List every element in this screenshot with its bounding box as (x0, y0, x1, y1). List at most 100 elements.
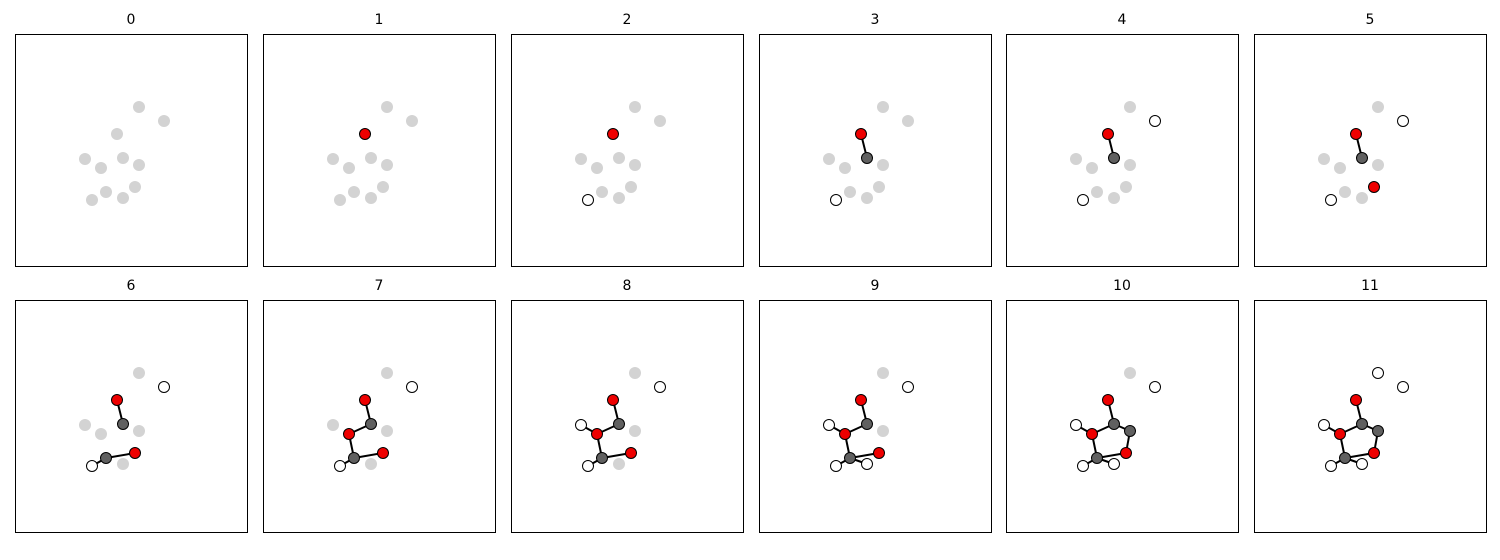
atom (1368, 447, 1380, 459)
atom (100, 452, 112, 464)
panel: 11 (1254, 278, 1487, 533)
panel-frame (759, 34, 992, 267)
panel-title: 2 (623, 12, 632, 28)
atom-placeholder (1070, 153, 1082, 165)
panel-title: 9 (871, 278, 880, 294)
panel: 2 (511, 12, 744, 267)
atom (1397, 381, 1409, 393)
atom (158, 381, 170, 393)
atom-placeholder (381, 367, 393, 379)
atom (1372, 367, 1384, 379)
panel-frame (263, 34, 496, 267)
panel-frame (263, 300, 496, 533)
atom-placeholder (95, 428, 107, 440)
atom (582, 460, 594, 472)
atom (1334, 428, 1346, 440)
atom-placeholder (1120, 181, 1132, 193)
atom (1086, 428, 1098, 440)
atom-placeholder (613, 458, 625, 470)
panel-title: 4 (1118, 12, 1127, 28)
panel-title: 6 (127, 278, 136, 294)
atom (861, 152, 873, 164)
atom-placeholder (79, 153, 91, 165)
panel-frame (511, 34, 744, 267)
atom-placeholder (629, 425, 641, 437)
atom-placeholder (365, 152, 377, 164)
panel: 5 (1254, 12, 1487, 267)
atom-placeholder (348, 186, 360, 198)
atom-placeholder (1372, 159, 1384, 171)
atom (359, 128, 371, 140)
atom (1372, 425, 1384, 437)
atom (1350, 128, 1362, 140)
atom (365, 418, 377, 430)
atom (86, 460, 98, 472)
panel-frame (511, 300, 744, 533)
panel: 9 (759, 278, 992, 533)
atom-placeholder (111, 128, 123, 140)
atom-placeholder (100, 186, 112, 198)
atom (861, 458, 873, 470)
panel-frame (1006, 34, 1239, 267)
atom-placeholder (1108, 192, 1120, 204)
panel-frame (759, 300, 992, 533)
panel: 1 (263, 12, 496, 267)
atom-placeholder (117, 192, 129, 204)
atom-placeholder (823, 153, 835, 165)
atom (844, 452, 856, 464)
atom-placeholder (133, 425, 145, 437)
atom (861, 418, 873, 430)
atom-placeholder (861, 192, 873, 204)
panel-title: 3 (871, 12, 880, 28)
atom-placeholder (86, 194, 98, 206)
atom (343, 428, 355, 440)
atom (117, 418, 129, 430)
atom-placeholder (575, 153, 587, 165)
atom (582, 194, 594, 206)
panel: 7 (263, 278, 496, 533)
atom (575, 419, 587, 431)
panel-frame (1254, 34, 1487, 267)
atom-placeholder (377, 181, 389, 193)
atom-placeholder (117, 152, 129, 164)
atom-placeholder (365, 458, 377, 470)
atom-placeholder (629, 367, 641, 379)
atom (359, 394, 371, 406)
atom (129, 447, 141, 459)
atom-placeholder (591, 162, 603, 174)
panel-title: 0 (127, 12, 136, 28)
atom (1325, 194, 1337, 206)
atom-placeholder (1124, 367, 1136, 379)
atom-placeholder (381, 159, 393, 171)
panel-frame (1254, 300, 1487, 533)
atom (1108, 418, 1120, 430)
atom (1077, 460, 1089, 472)
atom-placeholder (844, 186, 856, 198)
atom-placeholder (902, 115, 914, 127)
panel-title: 1 (375, 12, 384, 28)
atom (1091, 452, 1103, 464)
panel: 4 (1006, 12, 1239, 267)
atom (1368, 181, 1380, 193)
atom (1070, 419, 1082, 431)
panel: 6 (15, 278, 248, 533)
atom (823, 419, 835, 431)
atom (1108, 152, 1120, 164)
atom-placeholder (873, 181, 885, 193)
atom (596, 452, 608, 464)
atom (654, 381, 666, 393)
atom (625, 447, 637, 459)
atom (377, 447, 389, 459)
panel-title: 7 (375, 278, 384, 294)
atom-placeholder (95, 162, 107, 174)
atom-placeholder (839, 162, 851, 174)
atom-placeholder (158, 115, 170, 127)
panel: 8 (511, 278, 744, 533)
atom (1149, 115, 1161, 127)
atom-placeholder (1124, 159, 1136, 171)
atom-placeholder (406, 115, 418, 127)
atom-placeholder (1372, 101, 1384, 113)
panel: 3 (759, 12, 992, 267)
atom-placeholder (877, 101, 889, 113)
